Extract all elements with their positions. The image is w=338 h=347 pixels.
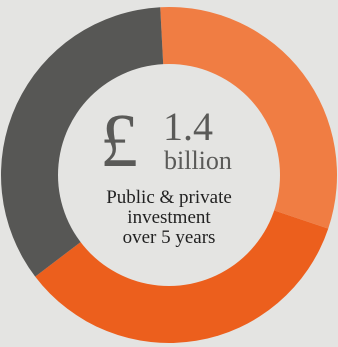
caption-line-1: Public & private — [106, 187, 232, 208]
amount-unit: billion — [164, 146, 232, 175]
caption-line-3: over 5 years — [122, 227, 216, 248]
donut-center — [58, 64, 280, 286]
amount-value: 1.4 — [163, 104, 213, 149]
investment-caption: Public & private investment over 5 years — [0, 188, 338, 248]
currency-symbol: £ — [100, 99, 138, 183]
investment-amount: £ 1.4 billion — [0, 103, 338, 183]
caption-line-2: investment — [127, 207, 211, 228]
